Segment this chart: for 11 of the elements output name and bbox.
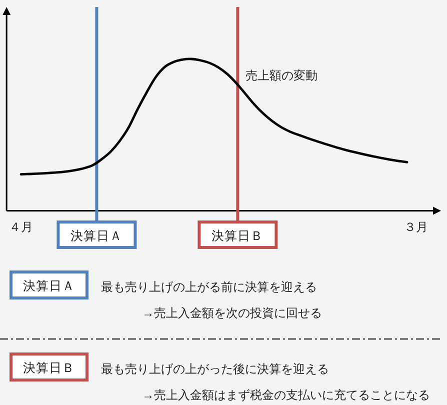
x-tick-label: ３月: [404, 220, 428, 234]
text: 決算日Ｂ: [212, 229, 264, 243]
text: 最も売り上げの上がった後に決算を迎える: [101, 362, 329, 376]
text: 決算日Ａ: [70, 229, 123, 243]
series-label: 売上額の変動: [245, 68, 318, 82]
x-tick-label: ４月: [9, 220, 33, 234]
text: 最も売り上げの上がる前に決算を迎える: [101, 280, 317, 294]
text: 決算日Ｂ: [23, 361, 75, 375]
text: →売上入金額を次の投資に回せる: [142, 306, 322, 320]
text: →売上入金額はまず税金の支払いに充てることになる: [142, 388, 430, 402]
text: 決算日Ａ: [23, 279, 75, 293]
